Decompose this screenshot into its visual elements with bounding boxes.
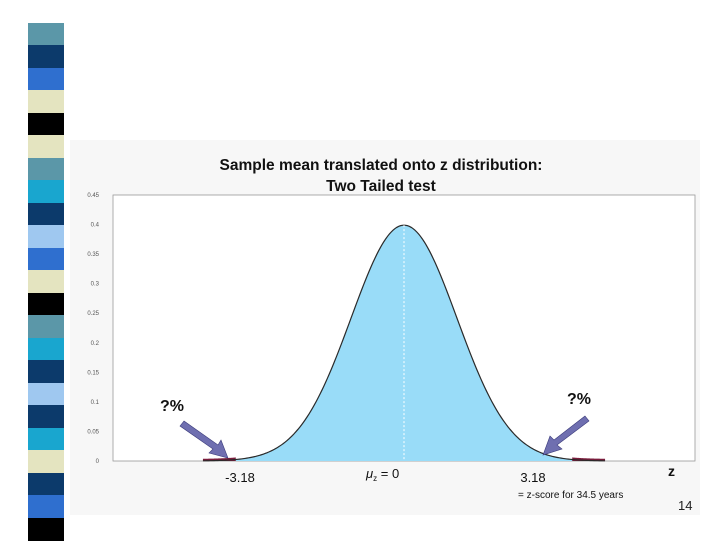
y-tick-label: 0.45 — [87, 193, 99, 199]
stripe-block — [28, 337, 64, 361]
footnote: = z-score for 34.5 years — [518, 490, 623, 501]
y-tick-label: 0.1 — [91, 400, 100, 406]
bell-curve-line — [202, 224, 606, 462]
stripe-block — [28, 22, 64, 46]
stripe-block — [28, 360, 64, 383]
chart-title-line2: Two Tailed test — [326, 178, 436, 195]
y-tick-label: 0.2 — [91, 341, 100, 347]
page-number: 14 — [678, 498, 693, 513]
y-tick-label: 0.35 — [87, 252, 99, 258]
chart-title-line1: Sample mean translated onto z distributi… — [220, 157, 543, 174]
stripe-block — [28, 0, 64, 23]
stripe-block — [28, 112, 64, 136]
stripe-block — [28, 292, 64, 316]
stripe-block — [28, 472, 64, 496]
stripe-block — [28, 157, 64, 181]
stripe-block — [28, 450, 64, 473]
z-distribution-chart: Sample mean translated onto z distributi… — [70, 140, 700, 515]
stripe-block — [28, 67, 64, 91]
arrow-left — [179, 420, 229, 459]
y-tick-label: 0.05 — [87, 429, 99, 435]
tail-label-right: ?% — [567, 391, 591, 408]
mean-subscript: z — [373, 474, 377, 483]
mean-label: μz = 0 — [365, 466, 399, 483]
y-tick-label: 0.3 — [91, 282, 100, 288]
mean-symbol: μ — [365, 466, 373, 481]
arrow-right — [542, 415, 590, 456]
stripe-block — [28, 495, 64, 518]
stripe-block — [28, 405, 64, 428]
stripe-block — [28, 90, 64, 113]
stripe-block — [28, 202, 64, 226]
critical-label-right: 3.18 — [520, 470, 545, 485]
stripe-block — [28, 45, 64, 68]
stripe-block — [28, 382, 64, 406]
critical-label-left: -3.18 — [225, 470, 255, 485]
stripe-block — [28, 270, 64, 293]
stripe-block — [28, 247, 64, 271]
tail-label-left: ?% — [160, 398, 184, 415]
y-tick-label: 0.4 — [91, 223, 100, 229]
stripe-block — [28, 427, 64, 451]
y-tick-label: 0.15 — [87, 370, 99, 376]
stripe-block — [28, 180, 64, 203]
stripe-block — [28, 315, 64, 338]
mean-value: = 0 — [377, 466, 399, 481]
y-tick-label: 0 — [96, 459, 100, 465]
stripe-block — [28, 225, 64, 248]
stripe-block — [28, 517, 64, 541]
x-axis-letter: z — [668, 463, 675, 479]
decorative-stripe — [28, 0, 64, 541]
stripe-block — [28, 135, 64, 158]
y-tick-label: 0.25 — [87, 311, 99, 317]
